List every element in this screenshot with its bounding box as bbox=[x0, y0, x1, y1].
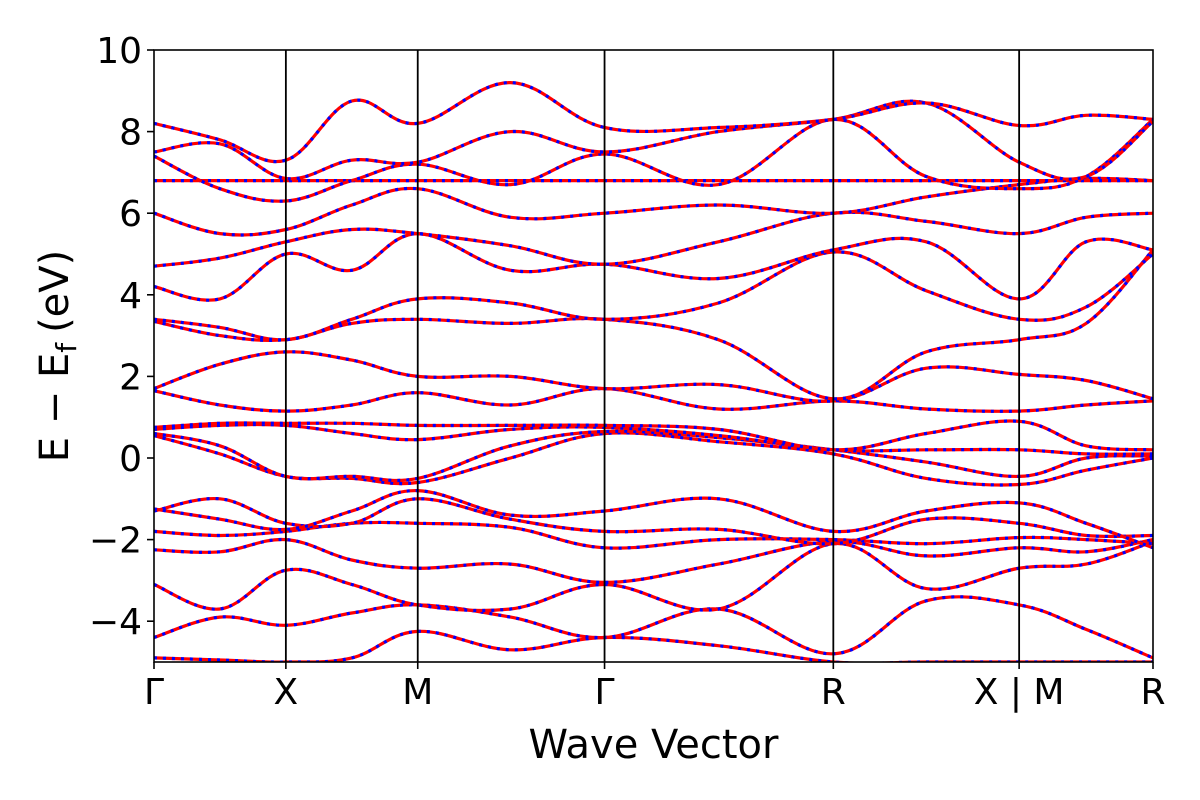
y-axis-title-unit: (eV) bbox=[32, 250, 78, 333]
band-line-solid bbox=[154, 595, 1153, 660]
y-tick-label: 0 bbox=[119, 439, 142, 480]
x-tick-label: R bbox=[1140, 672, 1165, 713]
y-axis-title: E − Ef (eV) bbox=[32, 250, 83, 463]
band-line-dashed bbox=[154, 537, 1153, 585]
band-line-dashed bbox=[154, 231, 1153, 302]
band-line-dashed bbox=[154, 540, 1153, 613]
x-axis-ticks: Γ X M Γ R X | M R bbox=[144, 662, 1166, 713]
band-line-dashed bbox=[154, 117, 1153, 203]
x-tick-label: X bbox=[274, 672, 299, 713]
band-line-dashed bbox=[154, 210, 1153, 268]
band-line-solid bbox=[154, 422, 1153, 456]
y-axis-title-subscript: f bbox=[50, 342, 83, 353]
band-line-dashed bbox=[154, 386, 1153, 413]
band-line-dashed bbox=[154, 520, 1153, 550]
y-axis-title-main: E − E bbox=[32, 353, 78, 463]
kpoint-lines bbox=[284, 50, 1021, 662]
band-line-dashed bbox=[154, 350, 1153, 403]
x-tick-label: M bbox=[402, 672, 433, 713]
plot-frame bbox=[153, 49, 1154, 663]
y-tick-label: −2 bbox=[89, 521, 142, 562]
band-line-solid bbox=[154, 629, 1153, 662]
y-tick-label: 6 bbox=[119, 194, 142, 235]
band-line-solid bbox=[154, 231, 1153, 302]
band-line-solid bbox=[154, 176, 1153, 237]
band-line-dashed bbox=[154, 419, 1153, 452]
band-line-solid bbox=[154, 386, 1153, 413]
band-line-dashed bbox=[154, 80, 1153, 164]
band-line-solid bbox=[154, 496, 1153, 546]
x-tick-label: Γ bbox=[144, 672, 164, 713]
y-tick-label: 10 bbox=[96, 31, 142, 72]
y-tick-label: 8 bbox=[119, 113, 142, 154]
band-line-solid bbox=[154, 429, 1153, 483]
band-line-dashed bbox=[154, 629, 1153, 662]
band-line-dashed bbox=[154, 488, 1153, 550]
y-tick-label: 2 bbox=[119, 357, 142, 398]
band-line-solid bbox=[154, 350, 1153, 403]
band-line-dashed bbox=[154, 429, 1153, 483]
x-tick-label: R bbox=[821, 672, 846, 713]
x-tick-label: Γ bbox=[595, 672, 615, 713]
y-axis-ticks: −4 −2 0 2 4 6 8 10 bbox=[89, 31, 154, 643]
x-tick-label: X | M bbox=[974, 672, 1065, 713]
x-axis-title: Wave Vector bbox=[529, 722, 780, 768]
band-line-dashed bbox=[154, 99, 1153, 181]
band-line-dashed bbox=[154, 422, 1153, 456]
bands-layer bbox=[154, 80, 1153, 662]
band-line-dashed bbox=[154, 595, 1153, 660]
y-tick-label: 4 bbox=[119, 276, 142, 317]
y-tick-label: −4 bbox=[89, 602, 142, 643]
